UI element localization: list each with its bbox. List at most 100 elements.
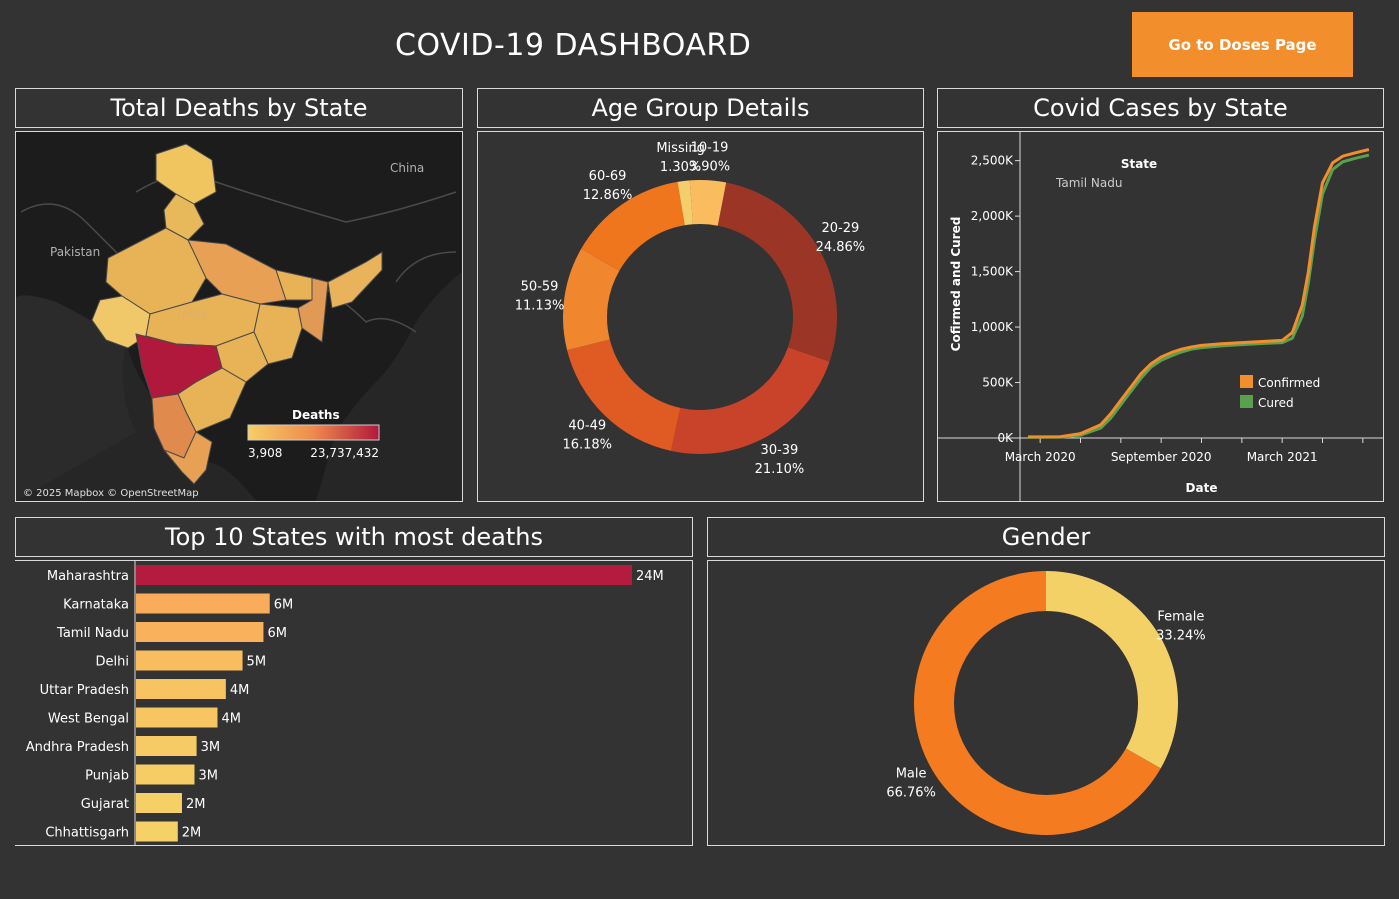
state-ne — [327, 251, 383, 309]
age-label-percent: 3.90% — [689, 159, 730, 174]
cases-state-value[interactable]: Tamil Nadu — [1055, 176, 1122, 190]
cases-y-tick-label: 2,500K — [971, 154, 1014, 168]
bar[interactable] — [136, 679, 226, 699]
gender-label-category: Male — [896, 766, 927, 781]
bar[interactable] — [136, 793, 182, 813]
age-donut-chart[interactable]: 10-19 3.90% 20-29 24.86% 30-39 21.10% 40-49 16.… — [478, 132, 923, 501]
cases-series-line-confirmed[interactable] — [1028, 148, 1370, 439]
map-border — [20, 173, 457, 333]
age-slice[interactable] — [671, 347, 830, 454]
age-slice[interactable] — [717, 182, 837, 362]
age-label-percent: 12.86% — [583, 188, 633, 203]
map-label-pakistan: Pakistan — [50, 245, 100, 259]
age-slice[interactable] — [563, 248, 620, 351]
age-slice[interactable] — [689, 180, 727, 226]
page-title: COVID-19 DASHBOARD — [395, 28, 752, 63]
map-legend-gradient — [247, 424, 380, 441]
cases-y-tick-label: 2,000K — [971, 209, 1014, 223]
bar-category-label: Chhattisgarh — [45, 826, 129, 841]
state-jk — [155, 143, 217, 205]
bar-value-label: 2M — [186, 797, 206, 812]
top10-panel: Maharashtra 24M Karnataka 6M Tamil Nadu 6M Del… — [15, 560, 693, 846]
age-label-percent: 1.30% — [660, 160, 701, 175]
cases-legend-state-title: State — [1121, 157, 1157, 171]
legend-swatch-cured — [1240, 395, 1253, 408]
bar-value-label: 4M — [230, 683, 250, 698]
age-label-category: 40-49 — [568, 418, 606, 433]
bar[interactable] — [136, 764, 195, 785]
bar-value-label: 3M — [199, 769, 219, 784]
map-canvas[interactable]: Pakistan China India Deaths 3,908 23,737… — [16, 132, 462, 501]
bar-category-label: Gujarat — [81, 797, 129, 812]
map-legend-max: 23,737,432 — [310, 446, 379, 460]
gender-slice[interactable] — [1046, 571, 1178, 769]
cases-line-chart[interactable]: State Tamil Nadu Confirmed Cured 0K 500K 1… — [938, 132, 1383, 501]
bar-category-label: Delhi — [96, 655, 129, 670]
bar-value-label: 24M — [636, 569, 664, 584]
age-label-category: 60-69 — [589, 169, 627, 184]
bar[interactable] — [136, 707, 218, 728]
map-legend-title: Deaths — [292, 408, 340, 422]
bar-category-label: Karnataka — [63, 598, 129, 613]
bar[interactable] — [136, 593, 270, 614]
bar-category-label: West Bengal — [48, 712, 129, 727]
bar[interactable] — [136, 565, 632, 585]
map-attribution[interactable]: © 2025 Mapbox © OpenStreetMap — [23, 488, 199, 499]
cases-y-tick-label: 1,500K — [971, 265, 1014, 279]
cases-y-tick-label: 1,000K — [971, 320, 1014, 334]
cases-x-tick-label: March 2021 — [1247, 450, 1318, 464]
map-states — [91, 143, 383, 485]
age-label-category: 20-29 — [821, 221, 859, 236]
bar-category-label: Uttar Pradesh — [40, 683, 129, 698]
bar-category-label: Andhra Pradesh — [26, 740, 129, 755]
gender-label-category: Female — [1157, 610, 1204, 625]
top10-panel-title: Top 10 States with most deaths — [15, 517, 693, 557]
bar-value-label: 2M — [182, 826, 202, 841]
deaths-map[interactable]: Pakistan China India Deaths 3,908 23,737… — [15, 131, 463, 502]
bar-value-label: 5M — [247, 655, 266, 670]
bar-value-label: 4M — [221, 712, 241, 727]
cases-panel-title: Covid Cases by State — [937, 88, 1384, 128]
bar[interactable] — [136, 650, 243, 671]
gender-label-percent: 33.24% — [1156, 629, 1206, 644]
cases-y-axis-title: Cofirmed and Cured — [949, 217, 963, 352]
bar-category-label: Tamil Nadu — [56, 626, 129, 641]
bar-category-label: Maharashtra — [47, 569, 129, 584]
map-land-sea-area — [16, 295, 136, 501]
cases-x-tick-label: March 2020 — [1005, 450, 1076, 464]
age-label-category: Missing — [656, 141, 704, 156]
gender-slice[interactable] — [914, 571, 1161, 835]
gender-label-percent: 66.76% — [886, 785, 936, 800]
age-label-percent: 11.13% — [515, 299, 565, 314]
cases-y-tick-label: 500K — [982, 376, 1014, 390]
bar-category-label: Punjab — [85, 769, 129, 784]
age-slice[interactable] — [581, 181, 685, 271]
gender-panel: Female 33.24% Male 66.76% — [707, 560, 1385, 846]
age-label-percent: 24.86% — [816, 240, 866, 255]
bar[interactable] — [136, 622, 264, 642]
top10-bar-chart[interactable]: Maharashtra 24M Karnataka 6M Tamil Nadu 6M Del… — [15, 561, 692, 845]
age-slice[interactable] — [677, 180, 693, 226]
cases-x-tick-label: September 2020 — [1111, 450, 1212, 464]
state-up — [187, 239, 287, 305]
bar-value-label: 6M — [274, 598, 294, 613]
bar[interactable] — [136, 736, 197, 756]
cases-y-tick-label: 0K — [997, 431, 1014, 445]
age-label-category: 50-59 — [521, 280, 559, 295]
legend-swatch-confirmed — [1240, 375, 1253, 388]
age-label-percent: 21.10% — [755, 462, 805, 477]
cases-x-axis-title: Date — [1186, 481, 1218, 495]
gender-donut-chart[interactable]: Female 33.24% Male 66.76% — [708, 561, 1384, 845]
age-label-category: 10-19 — [691, 140, 729, 155]
legend-label-cured[interactable]: Cured — [1258, 396, 1294, 410]
gender-panel-title: Gender — [707, 517, 1385, 557]
map-legend-min: 3,908 — [248, 446, 282, 460]
legend-label-confirmed[interactable]: Confirmed — [1258, 376, 1320, 390]
age-panel-title: Age Group Details — [477, 88, 924, 128]
age-slice[interactable] — [567, 339, 681, 451]
bar-value-label: 6M — [267, 626, 287, 641]
go-to-doses-button[interactable]: Go to Doses Page — [1132, 12, 1353, 77]
cases-series-line-cured[interactable] — [1028, 153, 1370, 439]
bar[interactable] — [136, 821, 178, 842]
map-panel-title: Total Deaths by State — [15, 88, 463, 128]
